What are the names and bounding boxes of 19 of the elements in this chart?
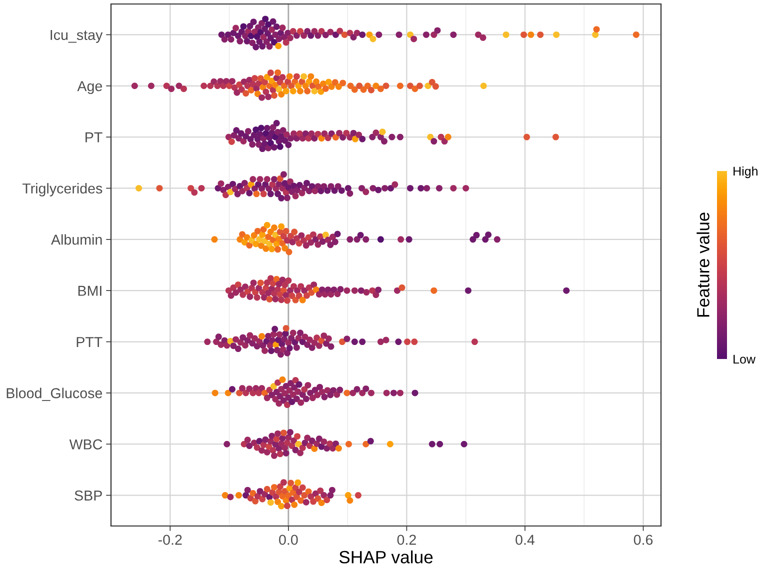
y-tick-label: Icu_stay (50, 30, 103, 43)
x-axis-title: SHAP value (339, 550, 433, 564)
y-tick-label: Blood_Glucose (6, 388, 102, 401)
y-tick-label: Triglycerides (22, 183, 102, 196)
y-tick-label: Age (77, 81, 102, 94)
y-tick-label: SBP (74, 490, 102, 501)
color-bar-label: High (734, 166, 758, 178)
x-tick-label: 0.0 (279, 534, 298, 545)
y-tick-label: Albumin (51, 234, 102, 245)
y-tick-label: WBC (69, 439, 102, 450)
x-tick-label: 0.6 (634, 534, 653, 545)
y-tick-label: PT (86, 132, 102, 142)
x-tick-label: 0.4 (516, 534, 535, 545)
x-tick-label: 0.2 (397, 534, 416, 545)
y-tick-label: BMI (78, 286, 102, 296)
y-tick-label: PTT (76, 337, 102, 347)
color-bar-label: Low (734, 354, 756, 364)
x-tick-label: -0.2 (158, 534, 182, 545)
color-bar-title: Feature value (696, 212, 710, 317)
